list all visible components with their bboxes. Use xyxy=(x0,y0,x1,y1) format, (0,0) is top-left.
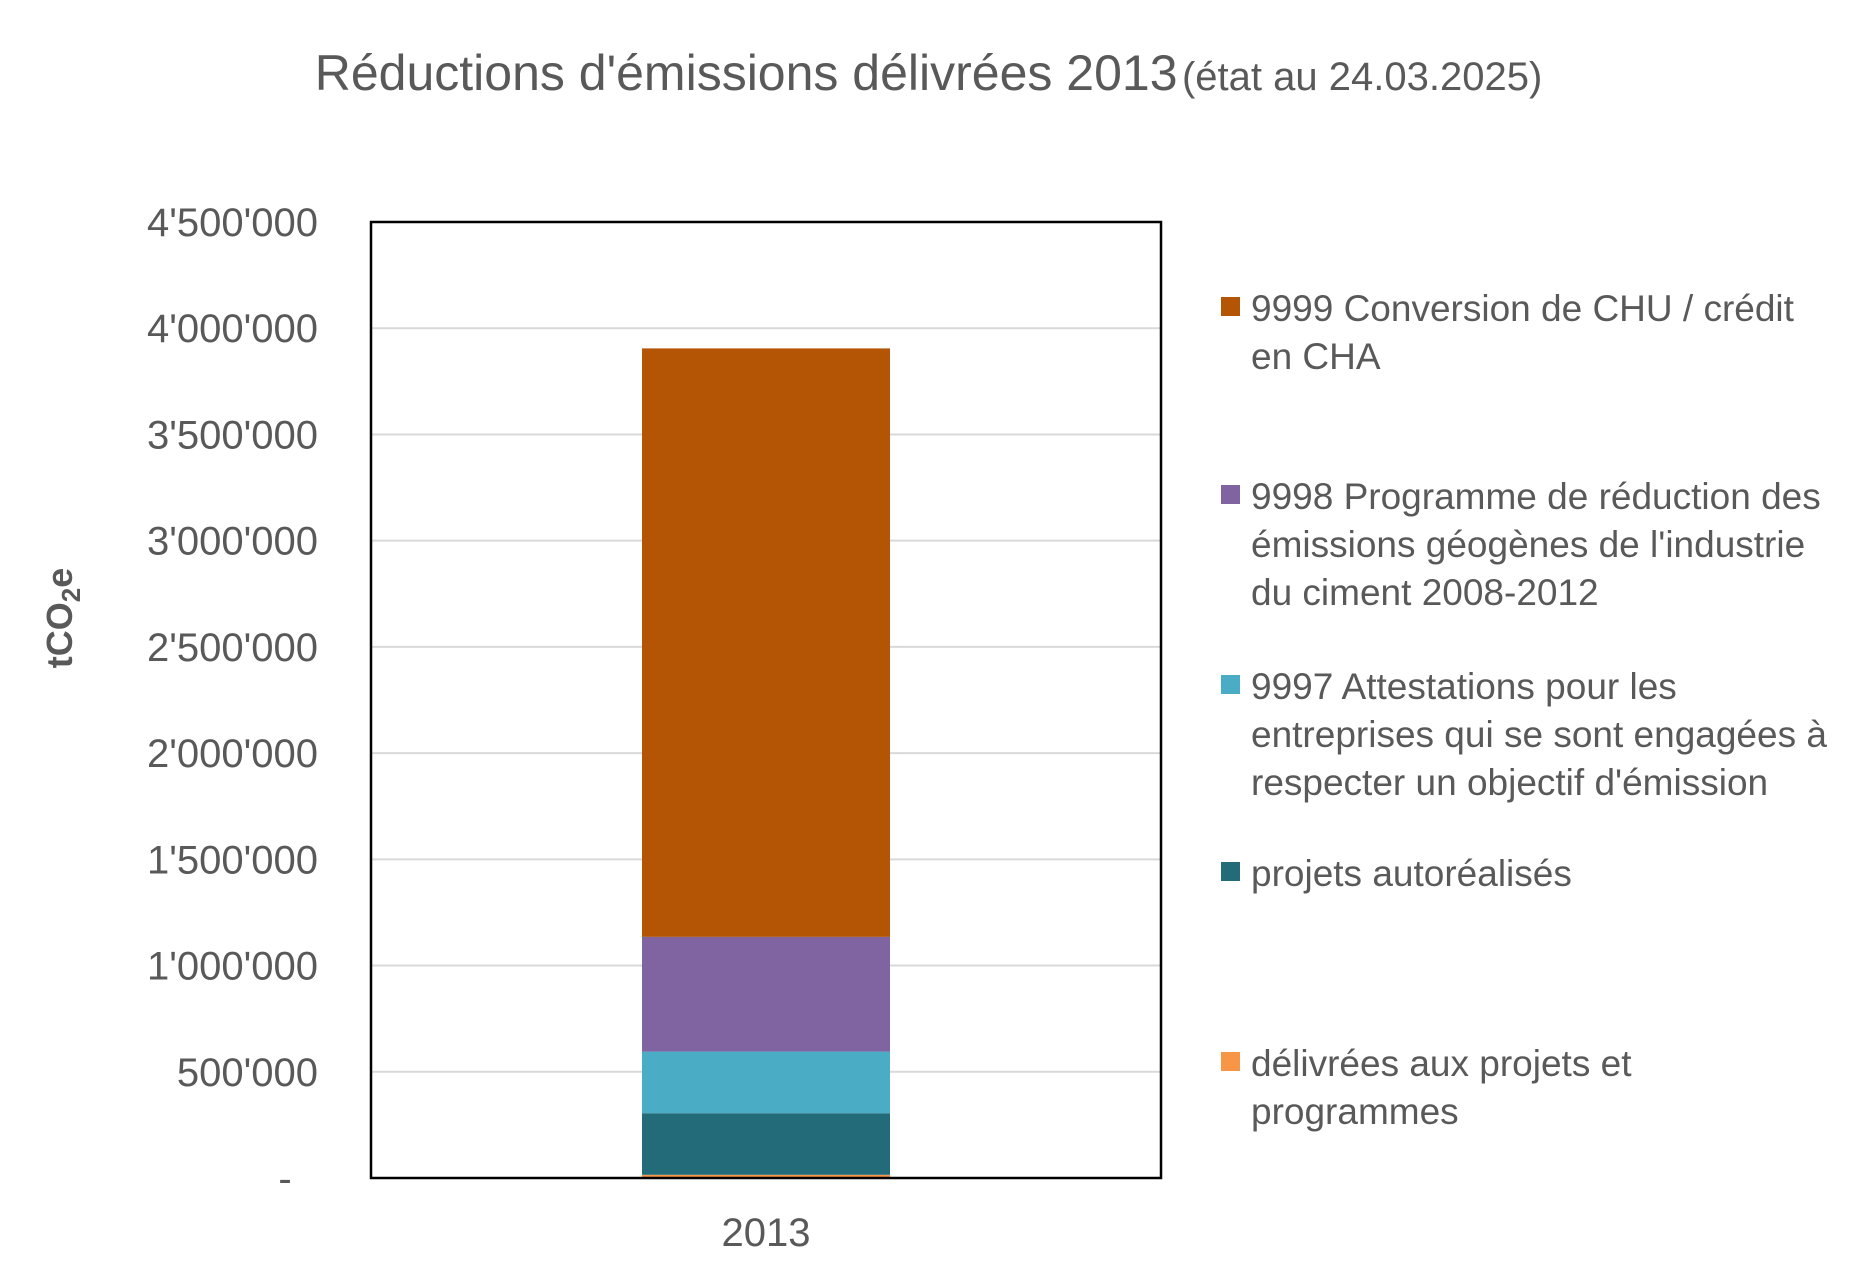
y-tick-label: 1'000'000 xyxy=(147,945,318,989)
legend-swatch xyxy=(1221,297,1240,316)
legend-label: projets autoréalisés xyxy=(1251,853,1572,894)
legend-label: délivrées aux projets et programmes xyxy=(1251,1043,1632,1132)
y-tick-label: 4'000'000 xyxy=(147,307,318,351)
bar-segment xyxy=(642,348,890,937)
legend-swatch xyxy=(1221,862,1240,881)
chart-title-main: Réductions d'émissions délivrées 2013 xyxy=(314,45,1178,101)
y-tick-label: 3'000'000 xyxy=(147,520,318,564)
y-tick-label: 2'500'000 xyxy=(147,626,318,670)
legend-swatch xyxy=(1221,1052,1240,1071)
x-tick-label: 2013 xyxy=(722,1211,811,1255)
legend-swatch xyxy=(1221,485,1240,504)
legend-label: 9997 Attestations pour les entreprises q… xyxy=(1251,666,1827,803)
y-tick-label: 3'500'000 xyxy=(147,413,318,457)
bar-segment xyxy=(642,1113,890,1175)
y-tick-label: 1'500'000 xyxy=(147,838,318,882)
plot-frame xyxy=(369,220,1163,1180)
legend-label: 9998 Programme de réduction des émission… xyxy=(1251,476,1821,613)
y-axis-title: tCO2e xyxy=(39,568,86,669)
legend-swatch xyxy=(1221,675,1240,694)
legend-label: 9999 Conversion de CHU / crédit en CHA xyxy=(1251,288,1794,377)
bar-segment xyxy=(642,1174,890,1178)
chart-title-date: (état au 24.03.2025) xyxy=(1181,55,1543,99)
y-tick-label: 500'000 xyxy=(177,1051,318,1095)
y-tick-label: - xyxy=(278,1157,291,1201)
bar-segment xyxy=(642,936,890,1052)
bar-segment xyxy=(642,1051,890,1114)
y-tick-label: 2'000'000 xyxy=(147,732,318,776)
chart-title: Réductions d'émissions délivrées 2013 (é… xyxy=(0,44,1857,102)
y-tick-label: 4'500'000 xyxy=(147,201,318,245)
